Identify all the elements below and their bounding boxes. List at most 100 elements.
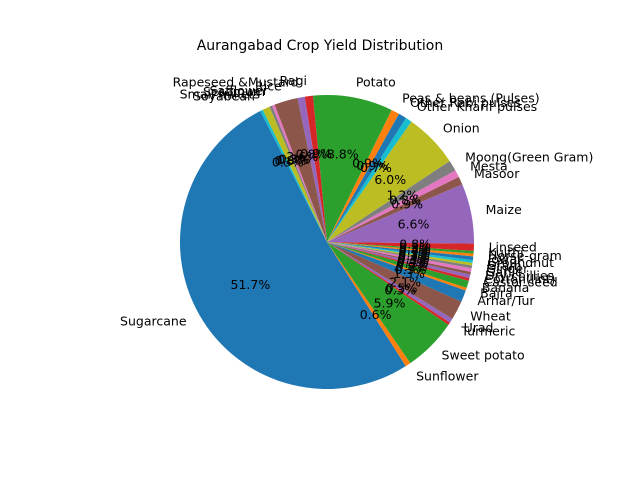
slice-label-small-millets: Small millets: [180, 86, 260, 101]
slice-percent-turmeric: 0.3%: [384, 283, 416, 298]
pie-slice-wheat: [327, 242, 462, 319]
slice-label-sunflower: Sunflower: [416, 368, 479, 383]
pie-slice-castor-seed: [327, 242, 470, 281]
pie-slice-gram: [327, 242, 473, 266]
slice-percent-castor-seed: 0.3%: [396, 256, 428, 271]
pie-slice-mesta: [327, 170, 459, 242]
slice-label-ginger: Ginger: [486, 261, 529, 276]
pie-slice-cotton-lint: [327, 242, 471, 279]
slice-percent-horse-gram: 0.3%: [399, 241, 431, 256]
pie-slice-linseed: [327, 242, 474, 251]
pie-slice-arhar-tur: [327, 242, 466, 302]
slice-percent-soyabean: 0.3%: [272, 155, 304, 170]
pie-slice-kulthi: [327, 242, 474, 254]
slice-percent-onion: 6.0%: [374, 172, 406, 187]
slice-label-garlic: Garlic: [486, 264, 522, 279]
slice-label-kulthi: Kulthi: [488, 245, 523, 260]
pie-slice-ragi: [304, 95, 327, 242]
pie-slice-maize: [327, 184, 474, 244]
slice-percent-moong-green-gram: 1.2%: [386, 188, 418, 203]
slice-label-sugarcane: Sugarcane: [120, 314, 187, 329]
slice-label-peas-beans-pulses: Peas & beans (Pulses): [402, 90, 540, 105]
slice-percent-rapeseed-mustard: 0.8%: [296, 147, 328, 162]
slice-label-gram: Gram: [487, 258, 522, 273]
pie-slice-peas-beans-pulses: [327, 109, 399, 242]
pie-slice-onion: [327, 121, 450, 242]
slice-label-castor-seed: Castor seed: [483, 275, 557, 290]
pie-slice-sweet-potato: [327, 242, 449, 364]
slice-label-sesamum: Sesamum: [203, 84, 265, 99]
slice-label-banana: Banana: [482, 280, 529, 295]
slice-percent-masoor: 0.9%: [391, 197, 423, 212]
pie-slice-safflower: [271, 104, 327, 242]
chart-title: Aurangabad Crop Yield Distribution: [197, 38, 444, 54]
slice-percent-urad: 0.5%: [386, 281, 418, 296]
slice-percent-maize: 6.6%: [398, 216, 430, 231]
slice-percent-jowar: 0.4%: [399, 243, 431, 258]
slice-label-masoor: Masoor: [474, 166, 520, 181]
slice-label-linseed: Linseed: [489, 239, 537, 254]
slice-percent-bajra: 0.3%: [395, 262, 427, 277]
slice-percent-garlic: 0.4%: [398, 250, 430, 265]
slice-percent-arhar-tur: 1.3%: [393, 266, 425, 281]
slice-percent-gram: 0.3%: [398, 247, 430, 262]
pie-slice-potato: [312, 95, 392, 242]
slice-percent-sugarcane: 51.7%: [231, 277, 271, 292]
slice-percent-cotton-lint: 0.4%: [397, 254, 429, 269]
slice-label-ragi: Ragi: [280, 73, 307, 88]
slice-percent-linseed: 0.8%: [399, 237, 431, 252]
pie-slice-jowar: [327, 242, 474, 261]
pie-slice-urad: [327, 242, 453, 323]
slice-label-other-kharif-pulses: Other Kharif pulses: [417, 99, 537, 114]
slice-percent-banana: 0.8%: [396, 259, 428, 274]
pie-slice-bajra: [327, 242, 467, 291]
pie-slice-horse-gram: [327, 242, 474, 257]
slice-percent-mesta: 0.8%: [389, 192, 421, 207]
slice-label-urad: Urad: [464, 320, 494, 335]
pie-slice-turmeric: [327, 242, 450, 325]
slice-label-soyabean: Soyabean: [193, 89, 255, 104]
slice-percent-potato: 8.8%: [327, 147, 359, 162]
slice-label-groundnut: Groundnut: [487, 255, 554, 270]
slice-label-rapeseed-mustard: Rapeseed &Mustard: [173, 74, 299, 89]
slice-percent-sweet-potato: 5.9%: [374, 296, 406, 311]
pie-slice-banana: [327, 242, 469, 288]
pie-slice-sugarcane: [180, 111, 406, 390]
slice-percent-sunflower: 0.6%: [360, 307, 392, 322]
slice-percent-dry-chillies: 0.3%: [397, 252, 429, 267]
pie-slices: [180, 95, 474, 390]
slice-label-safflower: Safflower: [209, 83, 268, 98]
pie-slice-soyabean: [260, 109, 327, 242]
slice-percent-wheat: 2.1%: [389, 274, 421, 289]
slice-label-wheat: Wheat: [470, 309, 511, 324]
slice-percent-ginger: 0.3%: [398, 248, 430, 263]
slice-label-maize: Maize: [486, 202, 522, 217]
slice-label-onion: Onion: [443, 121, 480, 136]
pie-slice-sesamum: [269, 105, 327, 242]
slice-percent-ragi: 0.9%: [300, 146, 332, 161]
slice-percent-labels: 51.7%0.6%5.9%0.3%0.5%2.1%1.3%0.3%0.8%0.3…: [231, 146, 432, 322]
pie-slice-dry-chillies: [327, 242, 471, 275]
pie-slice-rapeseed-mustard: [297, 96, 327, 242]
pie-slice-garlic: [327, 242, 472, 272]
pie-slice-masoor: [327, 176, 463, 242]
slice-label-mesta: Mesta: [470, 158, 508, 173]
slice-label-rice: Rice: [255, 78, 282, 93]
slice-percent-other-kharif-pulses: 0.7%: [360, 160, 392, 175]
slice-label-horse-gram: Horse-gram: [488, 248, 562, 263]
slice-label-arhar-tur: Arhar/Tur: [477, 293, 535, 308]
pie-slice-small-millets: [262, 106, 327, 243]
slice-label-other-rabi-pulses: Other Rabi pulses: [410, 95, 521, 110]
slice-label-bajra: Bajra: [480, 285, 513, 300]
slice-percent-sesamum: 0.3%: [277, 152, 309, 167]
slice-percent-kulthi: 0.3%: [399, 240, 431, 255]
slice-label-dry-chillies: Dry chillies: [485, 268, 554, 283]
slice-percent-groundnut: 0.3%: [399, 245, 431, 260]
pie-slice-groundnut: [327, 242, 473, 263]
slice-label-sweet-potato: Sweet potato: [442, 348, 525, 363]
slice-label-potato: Potato: [356, 74, 396, 89]
slice-percent-rice: 2.6%: [286, 149, 318, 164]
slice-label-cotton-lint: Cotton(lint): [484, 271, 555, 286]
